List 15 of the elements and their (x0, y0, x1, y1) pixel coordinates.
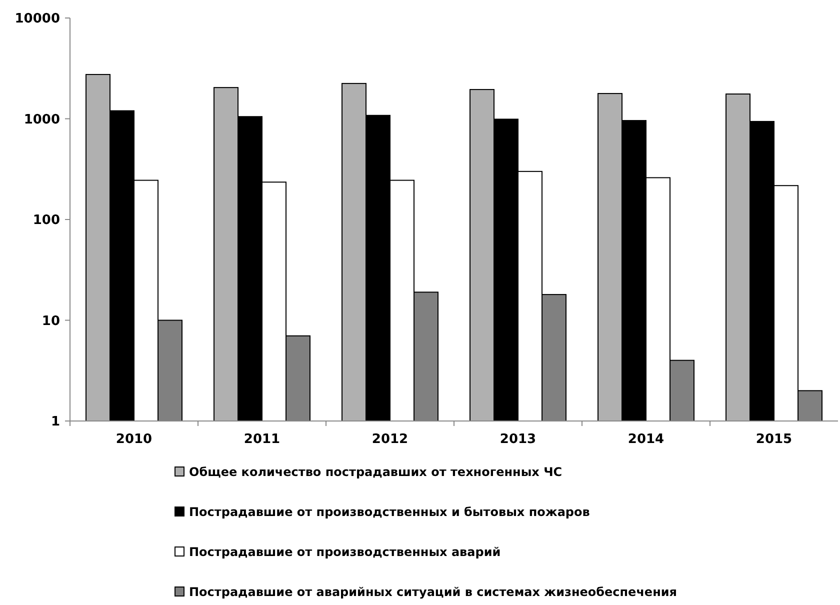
legend-label: Общее количество пострадавших от техногенных ЧС (189, 465, 562, 479)
legend-label: Пострадавшие от аварийных ситуаций в системах жизнеобеспечения (189, 585, 677, 599)
y-tick-label: 100 (32, 213, 60, 228)
legend-label: Пострадавшие от производственных аварий (189, 545, 501, 559)
x-tick-label: 2012 (372, 432, 408, 447)
x-tick-label: 2014 (628, 432, 664, 447)
y-tick-label: 10000 (14, 12, 60, 27)
legend-label: Пострадавшие от производственных и бытовых пожаров (189, 505, 590, 519)
x-tick-label: 2013 (500, 432, 536, 447)
y-tick-label: 1 (50, 414, 60, 430)
y-tick-label: 1000 (24, 112, 60, 128)
x-tick-label: 2011 (244, 432, 280, 447)
y-tick-label: 10 (42, 314, 60, 329)
x-tick-label: 2010 (116, 432, 152, 447)
x-tick-label: 2015 (756, 432, 792, 447)
